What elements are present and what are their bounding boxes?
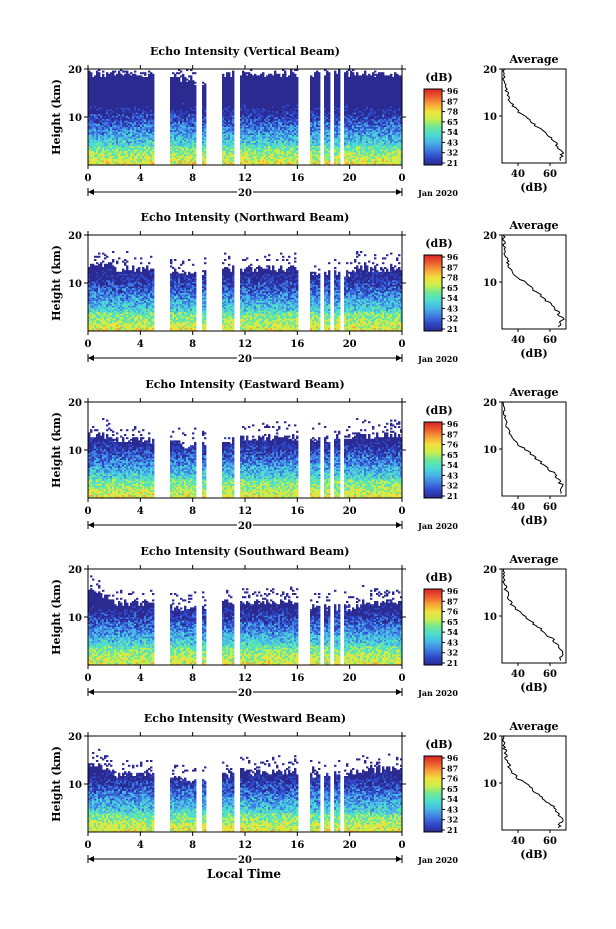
heatmap-cell [102,74,104,76]
panel-title: Echo Intensity (Vertical Beam) [150,45,340,58]
heatmap-cell [98,72,100,74]
heatmap-cell [114,71,116,73]
heatmap-cell [90,72,92,74]
heatmap-cell [102,71,104,73]
echo-intensity-figure: Echo Intensity (Vertical Beam)2010Height… [0,0,616,929]
heatmap-field [88,69,402,165]
beam-panel: Echo Intensity (Vertical Beam)2010Height… [50,45,566,199]
heatmap-cell [126,71,128,73]
